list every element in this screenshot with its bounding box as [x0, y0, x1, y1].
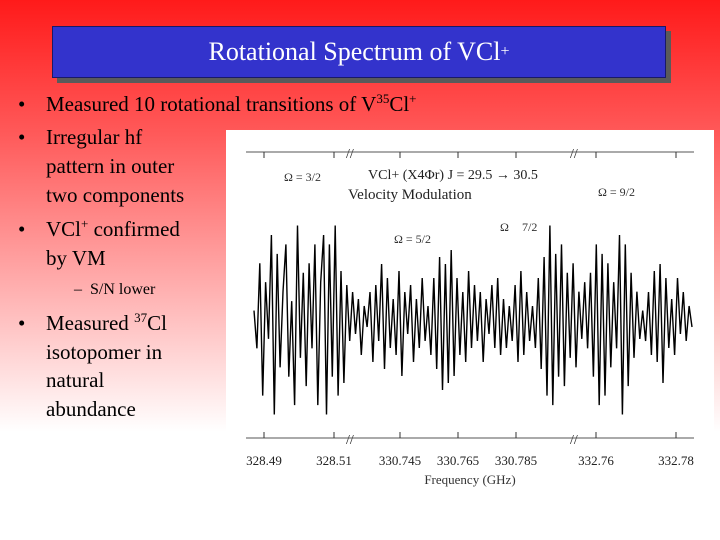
chart-title: VCl+ (X4Φr) J = 29.5 → 30.5 — [368, 168, 538, 183]
spectrum-chart-panel: VCl+ (X4Φr) J = 29.5 → 30.5 Velocity Mod… — [226, 130, 714, 510]
bullet-3: VCl+ confirmed — [46, 216, 180, 241]
axis-break-top-2: // — [570, 147, 578, 162]
slide-title-text: Rotational Spectrum of VCl — [208, 37, 501, 66]
annotation-omega-5-2: Ω = 5/2 — [394, 232, 431, 246]
bullet-dot-2: • — [18, 125, 26, 149]
bullet-dot-3: • — [18, 217, 26, 241]
x-tick-label: 332.76 — [578, 453, 614, 468]
bullet-2-line-3: two components — [46, 183, 185, 207]
bullet-4-line-2: isotopomer in — [46, 340, 163, 364]
x-tick-label: 330.765 — [437, 453, 479, 468]
axis-break-bottom-2: // — [570, 433, 578, 448]
bullet-1: Measured 10 rotational transitions of V3… — [46, 91, 417, 116]
bullet-2-line-2: pattern in outer — [46, 154, 175, 178]
bullet-dot-4: • — [18, 311, 26, 335]
bullet-3-line-2: by VM — [46, 246, 106, 270]
bullet-4-line-4: abundance — [46, 397, 136, 421]
x-tick-label: 332.78 — [658, 453, 694, 468]
annotation-omega-9-2: Ω = 9/2 — [598, 185, 635, 199]
x-tick-label: 330.785 — [495, 453, 537, 468]
bullet-4: Measured 37Cl — [46, 310, 167, 335]
annotation-omega-3-2: Ω = 3/2 — [284, 170, 321, 184]
bullet-4-line-3: natural — [46, 368, 105, 392]
sub-bullet: – S/N lower — [74, 281, 156, 298]
spectrum-trace — [253, 225, 693, 415]
slide-title: Rotational Spectrum of VCl + — [52, 26, 666, 78]
bullet-dot-1: • — [18, 92, 26, 116]
axis-break-bottom-1: // — [346, 433, 354, 448]
x-tick-label: 328.51 — [316, 453, 352, 468]
x-ticks: 328.49 328.51 330.745 330.765 330.785 332.76 3… — [246, 152, 694, 468]
spectrum-chart: VCl+ (X4Φr) J = 29.5 → 30.5 Velocity Mod… — [246, 147, 694, 487]
x-axis-label: Frequency (GHz) — [424, 472, 515, 487]
spectrum-line-signal — [253, 225, 693, 415]
annotation-omega: Ω — [500, 220, 509, 234]
velocity-modulation-label: Velocity Modulation — [348, 187, 472, 203]
axis-break-top-1: // — [346, 147, 354, 162]
bullet-2: Irregular hf — [46, 125, 143, 149]
x-tick-label: 330.745 — [379, 453, 421, 468]
x-tick-label: 328.49 — [246, 453, 282, 468]
annotation-7-2: 7/2 — [522, 220, 537, 234]
